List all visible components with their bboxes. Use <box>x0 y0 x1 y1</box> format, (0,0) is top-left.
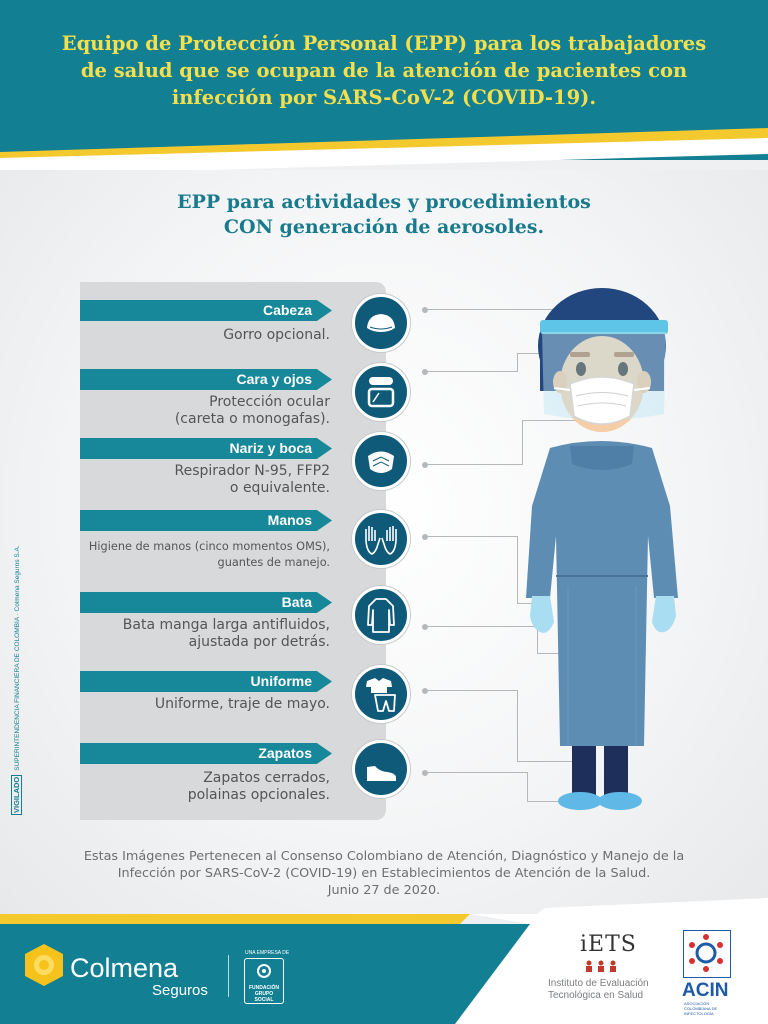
ppe-tab: Cabeza <box>80 300 332 321</box>
ppe-label: Cabeza <box>262 302 312 318</box>
respirator-icon <box>352 432 410 490</box>
acin-subtitle: ASOCIACIÓN COLOMBIANA DE INFECTOLOGÍA <box>684 1001 718 1016</box>
goggles-icon <box>352 363 410 421</box>
ppe-description: Bata manga larga antifluidos, ajustada po… <box>123 617 330 651</box>
uniform-icon <box>352 665 410 723</box>
title-line-3: infección por SARS-CoV-2 (COVID-19). <box>171 86 597 109</box>
brand-subtitle: Seguros <box>152 982 208 999</box>
iets-line-2: Tecnológica en Salud <box>548 990 644 1001</box>
ppe-tab: Manos <box>80 510 332 531</box>
gown-icon <box>352 586 410 644</box>
desc-line: Bata manga larga antifluidos, <box>122 617 330 633</box>
ppe-tab: Cara y ojos <box>80 369 332 390</box>
acin-logo <box>683 930 731 978</box>
source-credit: Estas Imágenes Pertenecen al Consenso Co… <box>40 848 728 899</box>
acin-name: ACIN <box>682 980 729 1001</box>
credit-line-1: Estas Imágenes Pertenecen al Consenso Co… <box>83 849 685 864</box>
ppe-label: Zapatos <box>258 745 312 761</box>
ppe-tab: Zapatos <box>80 743 332 764</box>
shoe-icon <box>352 740 410 798</box>
title-line-1: Equipo de Protección Personal (EPP) para… <box>61 32 707 55</box>
ppe-description: Uniforme, traje de mayo. <box>155 696 330 713</box>
iets-line-1: Instituto de Evaluación <box>548 978 649 989</box>
ppe-description: Gorro opcional. <box>223 327 330 344</box>
desc-line: Zapatos cerrados, <box>203 770 330 786</box>
desc-line: guantes de manejo. <box>217 556 330 569</box>
footer-separator <box>228 955 229 997</box>
desc-line: polainas opcionales. <box>187 787 330 803</box>
group-name-line-2: GRUPO SOCIAL <box>254 991 274 1003</box>
colmena-logo-icon <box>25 944 63 986</box>
desc-line: Uniforme, traje de mayo. <box>154 696 330 712</box>
desc-line: Higiene de manos (cinco momentos OMS), <box>88 540 330 553</box>
group-name: FUNDACIÓN GRUPO SOCIAL <box>245 985 283 1003</box>
ppe-label: Bata <box>281 594 312 610</box>
iets-people-icon <box>586 960 616 972</box>
subtitle-line-1: EPP para actividades y procedimientos <box>177 191 591 213</box>
credit-line-2: Infección por SARS-CoV-2 (COVID-19) en E… <box>117 866 651 881</box>
ppe-description: Protección ocular (careta o monogafas). <box>175 394 330 428</box>
section-subtitle: EPP para actividades y procedimientos CO… <box>100 190 668 240</box>
group-top-label: UNA EMPRESA DE <box>245 950 290 956</box>
credit-line-3: Junio 27 de 2020. <box>327 883 441 898</box>
cap-icon <box>352 294 410 352</box>
ppe-description: Higiene de manos (cinco momentos OMS), gu… <box>89 539 330 571</box>
desc-line: Respirador N-95, FFP2 <box>174 463 330 479</box>
desc-line: Gorro opcional. <box>223 327 330 343</box>
group-name-line-1: FUNDACIÓN <box>249 985 279 991</box>
title-line-2: de salud que se ocupan de la atención de… <box>80 59 688 82</box>
header-yellow-stripe <box>0 128 768 175</box>
brand-name: Colmena <box>70 953 179 983</box>
ppe-tab: Bata <box>80 592 332 613</box>
health-worker-illustration <box>526 288 678 810</box>
ppe-tab: Uniforme <box>80 671 332 692</box>
iets-logo-text: iETS <box>580 932 637 957</box>
desc-line: o equivalente. <box>229 480 330 496</box>
grupo-social-logo <box>244 958 284 1004</box>
iets-description: Instituto de Evaluación Tecnológica en Sa… <box>548 978 658 1002</box>
page-title: Equipo de Protección Personal (EPP) para… <box>40 30 728 111</box>
ppe-label: Uniforme <box>250 673 312 689</box>
desc-line: (careta o monogafas). <box>174 411 330 427</box>
desc-line: Protección ocular <box>209 394 330 410</box>
grupo-social-icon <box>257 964 271 978</box>
ppe-label: Manos <box>267 512 312 528</box>
ppe-label: Cara y ojos <box>236 371 312 387</box>
ppe-label: Nariz y boca <box>229 440 312 456</box>
acin-emblem-icon <box>689 934 723 972</box>
desc-line: ajustada por detrás. <box>188 634 330 650</box>
ppe-description: Respirador N-95, FFP2 o equivalente. <box>175 463 330 497</box>
subtitle-line-2: CON generación de aerosoles. <box>223 216 545 238</box>
gloves-icon <box>352 510 410 568</box>
ppe-description: Zapatos cerrados, polainas opcionales. <box>188 770 330 804</box>
ppe-tab: Nariz y boca <box>80 438 332 459</box>
